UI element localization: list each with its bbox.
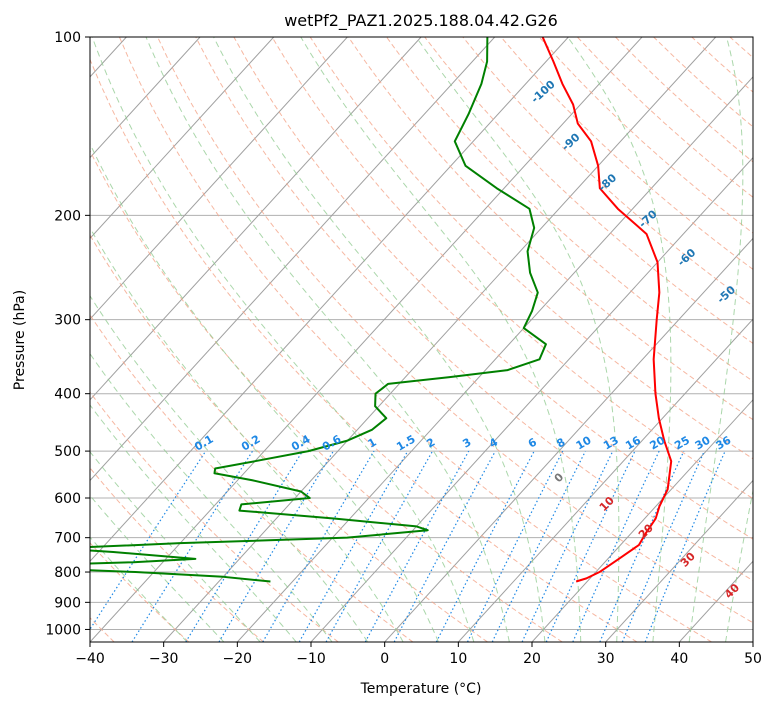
x-tick-label-8: 40 bbox=[670, 651, 688, 667]
series-line-0 bbox=[541, 37, 673, 583]
dry-adiabat-40 bbox=[118, 37, 712, 642]
moist-adiabat-5 bbox=[90, 142, 439, 642]
isotherm-20 bbox=[531, 399, 753, 642]
y-tick-label-6: 700 bbox=[54, 531, 81, 547]
dry-adiabat-110 bbox=[386, 37, 753, 382]
isotherm--80 bbox=[90, 37, 348, 320]
moist-adiabat--30 bbox=[90, 536, 188, 642]
isotherm--90 bbox=[90, 37, 275, 240]
plot-frame bbox=[89, 36, 754, 643]
x-tick-label-0: −40 bbox=[75, 651, 105, 667]
moist-adiabat-15 bbox=[145, 37, 510, 642]
moist-adiabat--20 bbox=[90, 450, 261, 642]
isotherm--50 bbox=[90, 37, 569, 563]
sounding-series bbox=[90, 37, 673, 583]
y-tick-label-0: 100 bbox=[54, 30, 81, 46]
moist-adiabat--25 bbox=[90, 494, 225, 642]
x-tick-label-9: 50 bbox=[744, 651, 762, 667]
series-line-1 bbox=[90, 37, 547, 583]
dry-adiabat-80 bbox=[271, 37, 753, 500]
x-tick-label-4: 0 bbox=[380, 651, 389, 667]
y-tick-label-5: 600 bbox=[54, 491, 81, 507]
x-tick-label-2: −20 bbox=[223, 651, 253, 667]
mixing-ratio-line-10 bbox=[466, 450, 564, 642]
moist-adiabat-35 bbox=[567, 37, 672, 642]
y-tick-label-2: 300 bbox=[54, 313, 81, 329]
isotherm--60 bbox=[90, 37, 496, 482]
x-tick-label-7: 30 bbox=[597, 651, 615, 667]
mixing-ratio-lines bbox=[90, 450, 726, 642]
mixing-ratio-line-0 bbox=[90, 450, 207, 631]
isobar-grid bbox=[90, 37, 753, 630]
moist-adiabat-30 bbox=[415, 37, 620, 642]
moist-adiabat-20 bbox=[213, 37, 546, 642]
x-axis-label: Temperature (°C) bbox=[360, 681, 482, 697]
y-tick-label-4: 500 bbox=[54, 444, 81, 460]
moist-adiabat-0 bbox=[90, 226, 404, 642]
moist-adiabat-45 bbox=[725, 488, 753, 642]
mixing-ratio-line-8 bbox=[393, 450, 496, 642]
isotherm-0 bbox=[384, 237, 753, 642]
x-tick-label-6: 20 bbox=[523, 651, 541, 667]
moist-adiabat--15 bbox=[90, 404, 297, 642]
moist-adiabat--5 bbox=[90, 294, 369, 642]
moist-adiabat-10 bbox=[91, 37, 475, 642]
y-tick-label-3: 400 bbox=[54, 387, 81, 403]
moist-adiabats bbox=[90, 37, 753, 642]
isotherm--20 bbox=[236, 76, 753, 642]
mixing-ratio-line-16 bbox=[621, 450, 705, 642]
x-tick-label-1: −30 bbox=[149, 651, 179, 667]
isotherm--40 bbox=[90, 37, 643, 642]
dry-adiabat-60 bbox=[195, 37, 753, 582]
isotherm-30 bbox=[605, 479, 753, 642]
isotherm--100 bbox=[90, 37, 201, 159]
moist-adiabat--10 bbox=[90, 352, 333, 642]
mixing-ratio-line-7 bbox=[364, 450, 470, 642]
y-tick-label-8: 900 bbox=[54, 595, 81, 611]
axis-ticks: −40 −30 −20 −10 0 10 20 30 40 50 100 200 300 400 500 60… bbox=[45, 30, 762, 667]
dry-adiabat-70 bbox=[233, 37, 753, 540]
dry-adiabat-120 bbox=[424, 37, 753, 344]
dry-adiabat-20 bbox=[90, 149, 563, 642]
moist-adiabat-25 bbox=[300, 37, 582, 642]
y-tick-label-7: 800 bbox=[54, 565, 81, 581]
moist-adiabat-40 bbox=[688, 37, 744, 642]
chart-title: wetPf2_PAZ1.2025.188.04.42.G26 bbox=[284, 11, 558, 31]
dry-adiabat-50 bbox=[157, 37, 753, 624]
mixing-ratio-line-17 bbox=[644, 450, 726, 642]
dry-adiabat-30 bbox=[90, 58, 638, 642]
x-tick-label-5: 10 bbox=[449, 651, 467, 667]
x-tick-label-3: −10 bbox=[296, 651, 326, 667]
isotherm-10 bbox=[457, 318, 753, 642]
mixing-ratio-line-15 bbox=[599, 450, 685, 642]
dry-adiabat-90 bbox=[309, 37, 753, 460]
y-tick-label-1: 200 bbox=[54, 208, 81, 224]
isotherm--70 bbox=[90, 37, 422, 401]
mixing-ratio-line-2 bbox=[185, 450, 304, 642]
mixing-ratio-line-1 bbox=[131, 450, 254, 642]
y-tick-label-9: 1000 bbox=[45, 622, 81, 638]
mixing-ratio-line-14 bbox=[572, 450, 660, 642]
y-axis-label: Pressure (hPa) bbox=[12, 290, 28, 390]
mixing-ratio-line-6 bbox=[325, 450, 434, 642]
